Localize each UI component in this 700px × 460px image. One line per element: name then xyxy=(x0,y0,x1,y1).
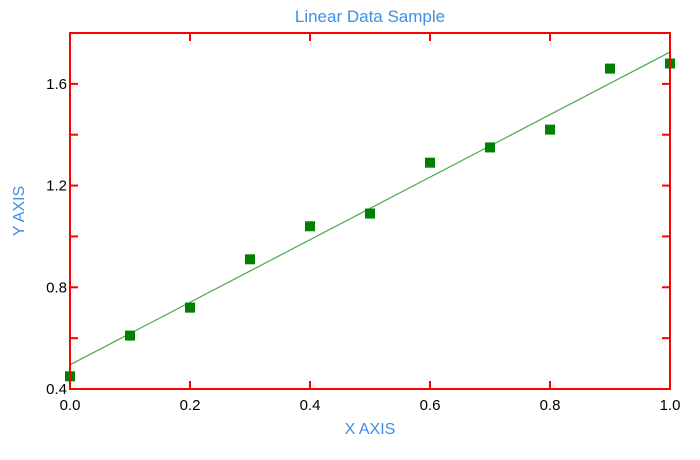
x-tick-label: 0.4 xyxy=(300,397,321,414)
x-tick-label: 0.6 xyxy=(420,397,441,414)
x-tick-label: 0.2 xyxy=(180,397,201,414)
data-point xyxy=(485,142,495,153)
data-point xyxy=(185,302,195,313)
data-point xyxy=(305,221,315,232)
data-point xyxy=(545,124,555,135)
y-tick-label: 1.2 xyxy=(46,178,67,195)
axis-ticks: 0.0 0.2 0.4 0.6 0.8 1.0 0.4 0.8 1.2 1.6 xyxy=(46,32,681,414)
chart-title: Linear Data Sample xyxy=(295,7,445,26)
y-axis-label: Y AXIS xyxy=(11,186,28,236)
data-point xyxy=(605,63,615,74)
y-tick-label: 0.8 xyxy=(46,279,67,296)
plot-area xyxy=(65,51,675,382)
data-point xyxy=(245,254,255,265)
y-tick-label: 1.6 xyxy=(46,76,67,93)
data-point xyxy=(125,330,135,341)
fit-line xyxy=(69,51,671,366)
x-tick-label: 0.0 xyxy=(60,397,81,414)
x-tick-label: 0.8 xyxy=(540,397,561,414)
x-tick-label: 1.0 xyxy=(660,397,681,414)
data-point xyxy=(425,157,435,168)
y-tick-label: 0.4 xyxy=(46,381,67,398)
x-axis-label: X AXIS xyxy=(345,421,396,438)
plot-frame xyxy=(69,32,671,390)
data-point xyxy=(365,208,375,219)
